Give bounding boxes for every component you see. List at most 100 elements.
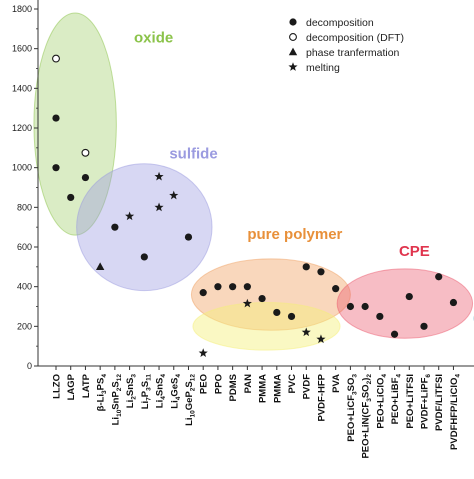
x-tick-label: PAN bbox=[243, 374, 254, 393]
x-tick-label-text: Li bbox=[169, 400, 180, 408]
data-point-circle-filled bbox=[243, 283, 251, 291]
data-point-circle-open bbox=[52, 54, 60, 63]
x-tick-label-text: GeS bbox=[169, 378, 180, 397]
x-tick-label-subscript: 4 bbox=[175, 396, 182, 400]
x-tick-label: Li7P3S11 bbox=[140, 374, 153, 410]
y-tick-label: 1600 bbox=[12, 44, 32, 54]
x-tick-label-text: PVDF+LiPF bbox=[420, 377, 431, 429]
data-point-circle-filled bbox=[287, 312, 296, 321]
region-oxide bbox=[33, 12, 117, 236]
data-point-circle-filled bbox=[214, 283, 222, 291]
x-tick-label-text: Li bbox=[140, 401, 151, 409]
legend-label: decomposition bbox=[306, 17, 374, 29]
data-point-star bbox=[316, 334, 326, 344]
x-tick-label: Li2SnS3 bbox=[125, 374, 138, 409]
data-point-star bbox=[154, 171, 164, 181]
x-tick-label-text: PPO bbox=[213, 374, 224, 394]
x-tick-label-subscript: 6 bbox=[425, 374, 432, 378]
x-tick-label-subscript: 7 bbox=[145, 397, 152, 401]
legend-marker-circle-open bbox=[289, 33, 297, 41]
x-tick-label-text: Li bbox=[184, 417, 195, 425]
x-tick-label-text: Li bbox=[155, 400, 166, 408]
x-tick-label: PEO+LiN(CF3SO2)2 bbox=[361, 374, 374, 459]
legend-marker-circle-filled bbox=[289, 18, 297, 26]
x-tick-label: Li10GeP2S12 bbox=[184, 374, 197, 426]
data-point-circle-filled bbox=[258, 294, 266, 303]
legend-label: decomposition (DFT) bbox=[306, 32, 404, 44]
data-point-star bbox=[242, 298, 252, 308]
x-tick-label-text: SO bbox=[361, 384, 372, 398]
data-point-circle-filled bbox=[346, 302, 354, 311]
data-point-circle-filled bbox=[332, 285, 340, 293]
x-tick-labels: LLZO LAGP LATPβ-Li3PS4Li10SnP2S12Li2SnS3Li… bbox=[52, 373, 462, 458]
y-tick-label: 1000 bbox=[12, 163, 32, 173]
x-tick-label-text: LLZO bbox=[52, 374, 63, 399]
x-tick-label-text: PEO+LiCF bbox=[346, 395, 357, 442]
data-point-star bbox=[198, 348, 208, 357]
y-tick-label: 200 bbox=[17, 321, 32, 331]
x-tick-label-text: LATP bbox=[81, 373, 92, 398]
x-tick-label: PVDF/LiTFSI bbox=[434, 374, 445, 431]
region-cpe bbox=[336, 268, 474, 339]
x-tick-label: β-Li3PS4 bbox=[96, 374, 109, 412]
legend-label: phase tranfermation bbox=[306, 47, 400, 59]
x-tick-label-subscript: 3 bbox=[101, 390, 108, 394]
region-label-oxide: oxide bbox=[134, 30, 173, 47]
data-point-circle-filled bbox=[52, 114, 60, 122]
x-tick-label-subscript: 4 bbox=[396, 374, 403, 378]
x-tick-label-subscript: 2 bbox=[366, 374, 373, 378]
x-tick-label-text: PEO+LiTFSI bbox=[405, 374, 416, 429]
x-tick-label-text: PVA bbox=[331, 374, 342, 393]
y-tick-label: 0 bbox=[27, 361, 32, 371]
x-tick-label-subscript: 11 bbox=[145, 374, 152, 381]
region-label-cpe: CPE bbox=[399, 243, 430, 260]
data-point-circle-filled bbox=[449, 298, 458, 307]
x-tick-label-text: SnS bbox=[125, 378, 136, 396]
x-tick-label-subscript: 3 bbox=[145, 387, 152, 391]
data-point-circle-filled bbox=[140, 253, 148, 261]
x-tick-label-text: PAN bbox=[243, 374, 254, 393]
x-tick-label-subscript: 3 bbox=[131, 374, 138, 378]
data-point-circle-filled bbox=[405, 292, 413, 301]
points-layer bbox=[52, 54, 458, 357]
x-tick-label-text: SnP bbox=[110, 391, 121, 410]
data-point-star bbox=[125, 211, 135, 221]
x-tick-label-text: PDMS bbox=[228, 374, 239, 401]
x-tick-label-subscript: 12 bbox=[189, 374, 196, 382]
x-tick-label-text: PEO bbox=[199, 374, 210, 394]
x-tick-label-subscript: 10 bbox=[189, 410, 196, 418]
data-point-circle-filled bbox=[390, 330, 399, 338]
x-tick-label-text: PVDF/LiTFSI bbox=[434, 374, 445, 431]
x-tick-label-subscript: 4 bbox=[175, 374, 182, 378]
x-tick-label-subscript: 2 bbox=[116, 387, 123, 391]
data-point-circle-filled bbox=[52, 164, 60, 172]
data-point-circle-filled bbox=[420, 322, 428, 330]
x-tick-label: PEO+LiClO4 bbox=[375, 374, 388, 429]
x-tick-label: PEO bbox=[199, 374, 210, 394]
x-tick-label-subscript: 4 bbox=[381, 374, 388, 378]
legend-label: melting bbox=[306, 62, 340, 74]
x-tick-label-subscript: 12 bbox=[116, 374, 123, 382]
x-tick-label-subscript: 3 bbox=[351, 391, 358, 395]
x-tick-label-text: PVDFHFP/LiClO bbox=[449, 378, 460, 450]
x-tick-label: PVDF bbox=[302, 374, 313, 400]
region-label-sulfide: sulfide bbox=[169, 146, 217, 163]
x-tick-label: Li4SnS4 bbox=[155, 374, 168, 409]
data-point-circle-filled bbox=[111, 223, 119, 231]
axes-layer: 0 200 400 600 800 1000 1200 1400 1600 1800 bbox=[12, 0, 474, 371]
x-tick-label-subscript: 4 bbox=[160, 396, 167, 400]
x-tick-label-subscript: 2 bbox=[131, 396, 138, 400]
y-tick-label: 600 bbox=[17, 242, 32, 252]
x-tick-label: PVDF-HFP bbox=[316, 373, 327, 421]
legend: decomposition decomposition (DFT) phase tr… bbox=[288, 17, 404, 74]
x-tick-label: Li10SnP2S12 bbox=[110, 374, 123, 426]
x-tick-label-text: S bbox=[110, 381, 121, 387]
x-tick-label-text: S bbox=[184, 381, 195, 387]
region-sulfide bbox=[76, 163, 213, 292]
data-point-triangle bbox=[95, 262, 105, 271]
data-point-circle-filled bbox=[302, 263, 310, 271]
data-point-star bbox=[301, 327, 311, 337]
